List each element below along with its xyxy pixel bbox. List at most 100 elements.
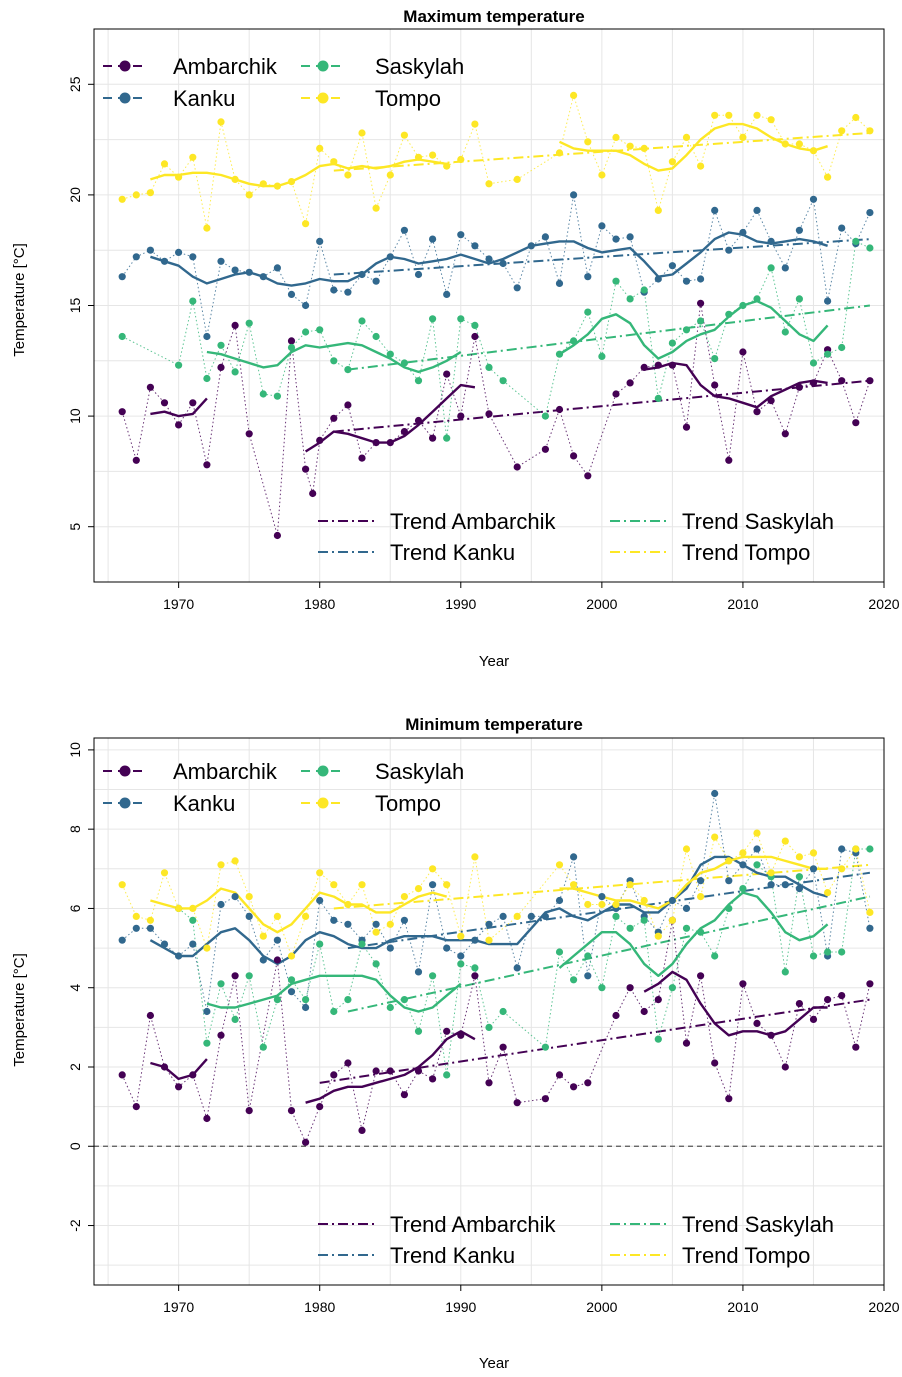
data-point-kanku [330, 916, 338, 924]
data-point-ambarchik [358, 454, 366, 462]
trend-line-saskylah [347, 304, 871, 371]
x-tick-label: 1980 [304, 1299, 335, 1315]
data-point-kanku [570, 191, 578, 199]
data-point-ambarchik [781, 1063, 789, 1071]
data-point-saskylah [753, 861, 761, 869]
data-point-saskylah [189, 916, 197, 924]
data-point-kanku [457, 231, 465, 239]
x-tick-label: 2000 [586, 1299, 617, 1315]
trend-line-kanku [333, 238, 870, 276]
data-point-tompo [118, 195, 126, 203]
data-point-kanku [386, 944, 394, 952]
data-point-ambarchik [570, 1083, 578, 1091]
y-axis-label-min: Temperature [°C] [11, 953, 28, 1067]
data-point-tompo [344, 900, 352, 909]
data-point-ambarchik [358, 1126, 366, 1134]
data-point-kanku [160, 257, 169, 265]
legend-label: Trend Tompo [682, 1243, 810, 1268]
data-point-tompo [118, 881, 126, 889]
y-tick-label: 0 [67, 1142, 83, 1150]
data-point-saskylah [668, 984, 677, 992]
data-point-ambarchik [245, 430, 253, 438]
data-point-ambarchik [118, 408, 126, 416]
y-axis-label-max: Temperature [°C] [11, 243, 28, 357]
chart-title-max: Maximum temperature [403, 7, 584, 26]
data-point-tompo [640, 896, 648, 905]
data-point-ambarchik [555, 1071, 564, 1079]
data-point-tompo [429, 151, 437, 159]
legend-item-trend-saskylah: Trend Saskylah [610, 509, 834, 534]
data-point-ambarchik [541, 1095, 550, 1103]
legend-item-saskylah: Saskylah [301, 54, 464, 79]
data-point-saskylah [809, 359, 818, 367]
data-point-saskylah [612, 912, 620, 921]
data-point-ambarchik [160, 1063, 169, 1071]
data-point-tompo [358, 881, 366, 889]
legend-label: Trend Tompo [682, 540, 810, 565]
data-point-saskylah [739, 301, 747, 310]
legend-item-saskylah: Saskylah [301, 759, 464, 784]
data-point-kanku [146, 246, 154, 254]
y-tick-label: 10 [67, 408, 83, 424]
data-point-saskylah [231, 1015, 239, 1024]
data-point-tompo [838, 127, 846, 135]
data-point-saskylah [414, 1027, 423, 1035]
data-point-ambarchik [132, 1103, 140, 1111]
data-point-saskylah [682, 924, 691, 932]
data-point-kanku [555, 279, 564, 287]
data-point-kanku [809, 195, 818, 203]
data-point-ambarchik [584, 1079, 592, 1087]
data-point-kanku [386, 253, 394, 261]
data-point-saskylah [555, 948, 564, 956]
data-point-tompo [132, 912, 140, 921]
y-tick-label: 20 [67, 187, 83, 203]
data-point-saskylah [443, 1071, 451, 1079]
data-point-ambarchik [654, 996, 662, 1004]
data-point-kanku [626, 233, 634, 241]
data-point-kanku [118, 273, 126, 281]
points-min [118, 789, 874, 1146]
data-point-ambarchik [668, 361, 677, 369]
data-point-tompo [570, 881, 578, 889]
data-point-tompo [852, 845, 860, 853]
trend-line-tompo [333, 863, 870, 910]
data-point-tompo [513, 175, 521, 183]
data-point-kanku [330, 286, 338, 294]
data-point-saskylah [302, 328, 310, 336]
data-point-kanku [316, 896, 324, 905]
legend-label: Trend Saskylah [682, 1212, 834, 1237]
data-point-tompo [203, 224, 211, 232]
data-point-kanku [584, 972, 592, 980]
data-point-saskylah [682, 326, 691, 334]
data-point-kanku [231, 893, 239, 901]
data-point-kanku [866, 924, 874, 932]
data-point-ambarchik [767, 1031, 775, 1039]
data-point-kanku [443, 290, 451, 298]
data-point-kanku [781, 264, 789, 272]
data-point-tompo [175, 904, 183, 913]
data-point-ambarchik [711, 381, 719, 389]
trend-lines-min [319, 863, 871, 1084]
data-point-ambarchik [640, 363, 648, 371]
data-point-kanku [866, 209, 874, 217]
data-point-tompo [358, 129, 366, 137]
data-point-ambarchik [203, 461, 211, 469]
data-point-kanku [118, 936, 126, 944]
data-point-tompo [414, 153, 423, 161]
data-point-kanku [838, 845, 846, 853]
data-point-kanku [612, 235, 620, 243]
data-point-tompo [231, 175, 239, 183]
data-point-ambarchik [767, 397, 775, 405]
smooth-line-ambarchik [150, 397, 208, 418]
data-point-ambarchik [626, 984, 634, 992]
data-point-ambarchik [513, 1099, 521, 1107]
data-point-ambarchik [443, 370, 451, 378]
data-point-saskylah [640, 916, 648, 924]
x-tick-label: 1970 [163, 596, 194, 612]
data-point-saskylah [795, 295, 804, 303]
data-point-saskylah [259, 390, 267, 398]
data-point-saskylah [457, 315, 465, 323]
data-point-saskylah [372, 332, 380, 341]
trend-line-ambarchik [333, 379, 870, 433]
